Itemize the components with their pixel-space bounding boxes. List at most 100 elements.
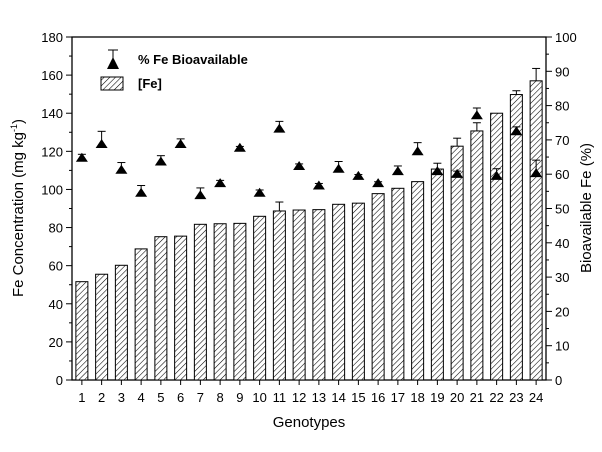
bar-genotype-1: [75, 281, 89, 381]
bar-layer: [75, 80, 543, 381]
y-axis-title-main: Fe Concentration (mg kg: [10, 132, 27, 297]
left-tick-label-60: 60: [49, 259, 63, 274]
x-tick-label-2: 2: [98, 390, 105, 405]
bar-genotype-15: [351, 202, 365, 381]
bar-genotype-7: [193, 223, 207, 381]
point-bioavailable-genotype-19: [431, 166, 444, 176]
point-bioavailable-genotype-2: [95, 139, 108, 149]
point-bioavailable-genotype-11: [273, 123, 286, 133]
bar-genotype-5: [154, 236, 168, 381]
right-tick-label-60: 60: [555, 167, 569, 182]
x-tick-label-12: 12: [292, 390, 306, 405]
legend-label-bioavailable: % Fe Bioavailable: [138, 52, 248, 67]
x-axis: 1 2 3 4 5 6 7 8 9 10 11 12 13 14 15 16 17 18 19 20 21 22 23 24: [78, 380, 543, 405]
left-tick-label-0: 0: [56, 373, 63, 388]
right-tick-label-70: 70: [555, 133, 569, 148]
right-tick-label-90: 90: [555, 64, 569, 79]
x-tick-label-23: 23: [509, 390, 523, 405]
right-tick-label-0: 0: [555, 373, 562, 388]
y2-axis-title: Bioavailable Fe (%): [578, 143, 595, 273]
point-bioavailable-genotype-13: [312, 180, 325, 190]
bar-genotype-11: [272, 210, 286, 381]
point-bioavailable-genotype-15: [352, 170, 365, 180]
point-bioavailable-genotype-10: [253, 187, 266, 197]
bar-genotype-20: [450, 145, 464, 381]
bar-genotype-17: [391, 187, 405, 381]
right-tick-label-50: 50: [555, 202, 569, 217]
left-tick-label-180: 180: [41, 30, 63, 45]
x-tick-label-11: 11: [273, 390, 287, 405]
right-tick-label-20: 20: [555, 304, 569, 319]
bar-genotype-12: [292, 209, 306, 381]
left-tick-label-140: 140: [41, 106, 63, 121]
point-bioavailable-genotype-22: [490, 170, 503, 180]
x-tick-label-5: 5: [157, 390, 164, 405]
point-bioavailable-genotype-16: [372, 178, 385, 188]
x-tick-label-18: 18: [410, 390, 424, 405]
bar-genotype-16: [371, 193, 385, 381]
right-tick-label-100: 100: [555, 30, 577, 45]
bar-genotype-21: [470, 130, 484, 381]
point-bioavailable-genotype-20: [451, 168, 464, 178]
right-tick-label-40: 40: [555, 236, 569, 251]
x-tick-label-17: 17: [391, 390, 405, 405]
left-tick-label-40: 40: [49, 297, 63, 312]
point-bioavailable-genotype-6: [174, 139, 187, 149]
x-tick-label-13: 13: [312, 390, 326, 405]
y-axis-title-superscript: -1: [9, 124, 19, 132]
point-bioavailable-genotype-23: [510, 126, 523, 136]
point-bioavailable-genotype-14: [332, 163, 345, 173]
point-bioavailable-genotype-12: [293, 160, 306, 170]
bar-genotype-9: [233, 222, 247, 381]
left-tick-label-160: 160: [41, 68, 63, 83]
bar-genotype-23: [509, 94, 523, 381]
x-tick-label-7: 7: [197, 390, 204, 405]
point-bioavailable-genotype-3: [115, 164, 128, 174]
legend-swatch-fe: [100, 76, 124, 91]
bar-genotype-2: [95, 273, 109, 381]
point-bioavailable-genotype-21: [470, 110, 483, 120]
point-bioavailable-genotype-5: [154, 156, 167, 166]
x-tick-label-3: 3: [118, 390, 125, 405]
bar-genotype-14: [332, 203, 346, 381]
y-axis-title-end: ): [10, 119, 27, 124]
point-bioavailable-genotype-7: [194, 190, 207, 200]
bar-genotype-6: [174, 235, 188, 381]
x-tick-label-4: 4: [138, 390, 145, 405]
point-bioavailable-genotype-4: [135, 187, 148, 197]
x-tick-label-9: 9: [236, 390, 243, 405]
right-axis: 0 10 20 30 40 50 60 70 80 90 100: [546, 30, 577, 388]
x-tick-label-16: 16: [371, 390, 385, 405]
x-tick-label-1: 1: [78, 390, 85, 405]
legend: % Fe Bioavailable [Fe]: [100, 49, 248, 91]
triangle-layer: [75, 110, 543, 200]
y-axis-title: Fe Concentration (mg kg-1): [9, 119, 27, 297]
bar-genotype-8: [213, 223, 227, 381]
bar-genotype-3: [114, 264, 128, 381]
x-tick-label-22: 22: [489, 390, 503, 405]
right-tick-label-10: 10: [555, 339, 569, 354]
x-tick-label-19: 19: [430, 390, 444, 405]
left-tick-label-100: 100: [41, 182, 63, 197]
legend-label-fe: [Fe]: [138, 76, 162, 91]
x-tick-label-21: 21: [470, 390, 484, 405]
x-tick-label-24: 24: [529, 390, 543, 405]
point-bioavailable-genotype-1: [75, 152, 88, 162]
x-tick-label-10: 10: [252, 390, 266, 405]
left-axis: 0 20 40 60 80 100 120 140 160 180: [41, 30, 72, 388]
point-bioavailable-genotype-17: [391, 166, 404, 176]
legend-marker-bioavailable: [107, 49, 119, 69]
x-tick-label-15: 15: [351, 390, 365, 405]
left-tick-label-80: 80: [49, 221, 63, 236]
x-axis-title: Genotypes: [273, 414, 346, 431]
right-tick-label-30: 30: [555, 270, 569, 285]
left-tick-label-20: 20: [49, 335, 63, 350]
bar-genotype-18: [411, 181, 425, 381]
x-tick-label-14: 14: [331, 390, 345, 405]
bar-genotype-24: [529, 80, 543, 381]
x-tick-label-8: 8: [217, 390, 224, 405]
bar-genotype-4: [134, 248, 148, 381]
point-bioavailable-genotype-8: [214, 178, 227, 188]
left-tick-label-120: 120: [41, 144, 63, 159]
bar-error-layer: [275, 67, 541, 211]
